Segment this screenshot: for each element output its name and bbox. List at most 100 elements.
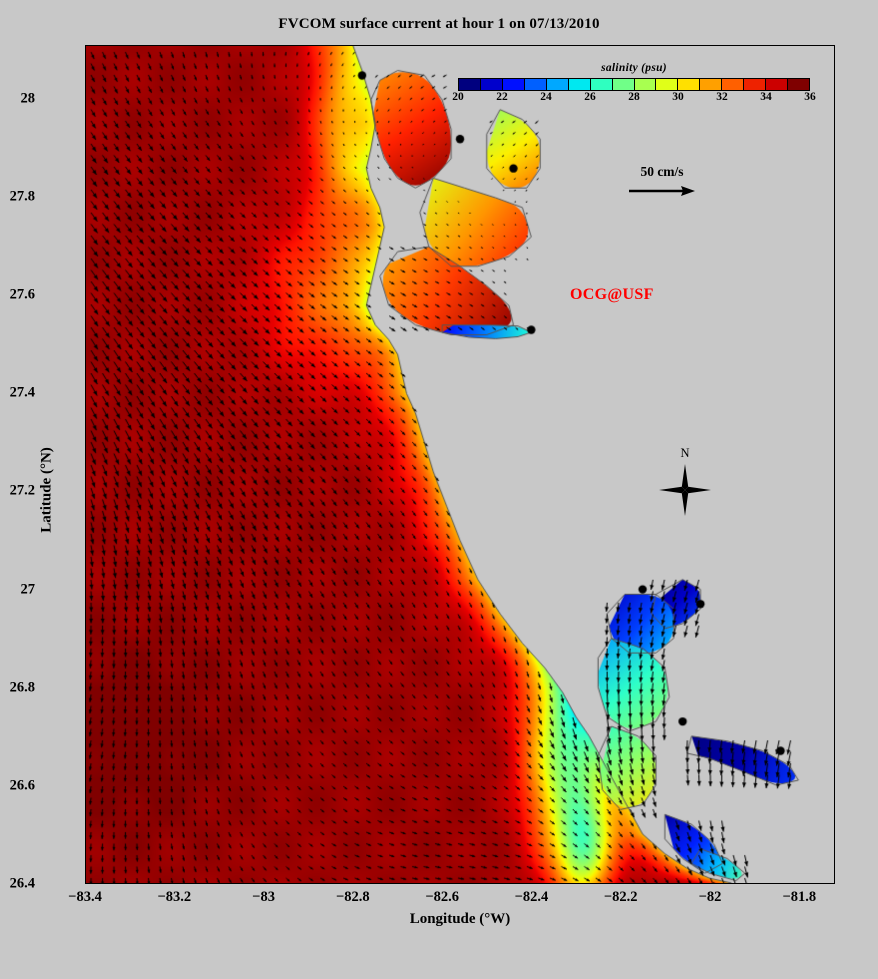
- y-tick-label-27.2: 27.2: [9, 482, 35, 499]
- colorbar-segment-12: [722, 79, 745, 90]
- x-tick-label: −81.8: [782, 889, 817, 905]
- y-minor-tick: [85, 443, 86, 444]
- colorbar-tick-26: 26: [584, 91, 596, 103]
- colorbar-segment-2: [502, 79, 525, 90]
- y-minor-tick: [85, 75, 86, 76]
- x-tick-mark: [85, 45, 86, 46]
- colorbar-segment-13: [744, 79, 767, 90]
- y-tick-mark: [85, 99, 86, 100]
- x-tick-mark: [710, 45, 711, 46]
- colorbar-segment-11: [700, 79, 723, 90]
- y-tick-mark: [85, 296, 86, 297]
- y-minor-tick: [85, 222, 86, 223]
- velocity-scale-arrow-icon: [629, 186, 695, 196]
- colorbar-segment-1: [480, 79, 503, 90]
- y-tick-mark: [85, 197, 86, 198]
- compass-north-label: N: [680, 446, 690, 460]
- map-plot-area[interactable]: 50 cm/s OCG@USF N: [85, 45, 835, 884]
- colorbar-segment-8: [634, 79, 657, 90]
- y-tick-mark: [834, 296, 835, 297]
- x-tick-mark: [710, 883, 711, 884]
- compass-rose: N: [654, 446, 716, 523]
- colorbar-tick-22: 22: [496, 91, 508, 103]
- figure-title: FVCOM surface current at hour 1 on 07/13…: [278, 16, 600, 32]
- colorbar[interactable]: salinity (psu) 20 22 24 26 28 30 32 34 36: [452, 62, 816, 105]
- colorbar-segment-6: [590, 79, 613, 90]
- colorbar-gradient: [458, 78, 810, 91]
- y-minor-tick: [85, 369, 86, 370]
- velocity-scale-label: 50 cm/s: [640, 164, 684, 179]
- colorbar-segment-7: [612, 79, 635, 90]
- x-tick-label: −82.4: [514, 889, 549, 905]
- colorbar-tick-30: 30: [672, 91, 684, 103]
- y-tick-mark: [834, 197, 835, 198]
- y-tick-mark: [85, 786, 86, 787]
- colorbar-tick-labels: 20 22 24 26 28 30 32 34 36: [452, 91, 816, 105]
- colorbar-segment-14: [766, 79, 789, 90]
- y-minor-tick: [85, 345, 86, 346]
- y-tick-mark: [85, 590, 86, 591]
- x-tick-mark: [175, 45, 176, 46]
- x-tick-label: −83.2: [157, 889, 192, 905]
- x-tick-mark: [264, 45, 265, 46]
- x-tick-mark: [175, 883, 176, 884]
- y-minor-tick: [85, 639, 86, 640]
- colorbar-segment-4: [546, 79, 569, 90]
- y-tick-label-28: 28: [20, 90, 36, 107]
- x-tick-mark: [800, 883, 801, 884]
- colorbar-segment-9: [656, 79, 679, 90]
- y-minor-tick: [85, 614, 86, 615]
- colorbar-segment-15: [788, 79, 809, 90]
- y-minor-tick: [85, 148, 86, 149]
- x-tick-label: −83.4: [68, 889, 102, 905]
- colorbar-tick-28: 28: [628, 91, 640, 103]
- y-minor-tick: [85, 467, 86, 468]
- y-tick-mark: [834, 99, 835, 100]
- x-tick-mark: [353, 45, 354, 46]
- x-tick-mark: [264, 883, 265, 884]
- salinity-current-map: [86, 46, 834, 883]
- y-tick-label-26.8: 26.8: [9, 679, 35, 696]
- y-tick-mark: [834, 786, 835, 787]
- y-minor-tick: [85, 320, 86, 321]
- y-minor-tick: [85, 516, 86, 517]
- colorbar-segment-5: [568, 79, 591, 90]
- x-tick-mark: [353, 883, 354, 884]
- x-tick-mark: [442, 45, 443, 46]
- y-minor-tick: [85, 565, 86, 566]
- x-tick-label: −82.2: [603, 889, 638, 905]
- y-minor-tick: [85, 271, 86, 272]
- y-tick-mark: [85, 394, 86, 395]
- x-tick-mark: [621, 883, 622, 884]
- y-tick-mark: [834, 394, 835, 395]
- y-minor-tick: [85, 762, 86, 763]
- colorbar-tick-36: 36: [804, 91, 816, 103]
- x-tick-label: −82: [698, 889, 722, 905]
- y-tick-mark: [834, 492, 835, 493]
- y-minor-tick: [85, 124, 86, 125]
- y-minor-tick: [85, 418, 86, 419]
- y-minor-tick: [85, 811, 86, 812]
- y-tick-label-26.4: 26.4: [9, 875, 35, 892]
- y-tick-label-27.6: 27.6: [9, 286, 35, 303]
- y-tick-mark: [85, 688, 86, 689]
- x-tick-label: −82.6: [425, 889, 459, 905]
- y-minor-tick: [85, 835, 86, 836]
- y-minor-tick: [85, 541, 86, 542]
- y-tick-mark: [834, 688, 835, 689]
- y-minor-tick: [85, 860, 86, 861]
- y-tick-label-26.6: 26.6: [9, 777, 35, 794]
- x-tick-mark: [442, 883, 443, 884]
- y-tick-mark: [834, 590, 835, 591]
- colorbar-tick-24: 24: [540, 91, 552, 103]
- y-minor-tick: [85, 713, 86, 714]
- x-tick-mark: [800, 45, 801, 46]
- y-minor-tick: [85, 664, 86, 665]
- y-tick-label-27: 27: [20, 581, 36, 598]
- y-axis-title: Latitude (°N): [38, 446, 55, 533]
- y-tick-label-27.4: 27.4: [9, 384, 35, 401]
- colorbar-tick-20: 20: [452, 91, 464, 103]
- y-tick-label-27.8: 27.8: [9, 188, 35, 205]
- colorbar-segment-10: [678, 79, 701, 90]
